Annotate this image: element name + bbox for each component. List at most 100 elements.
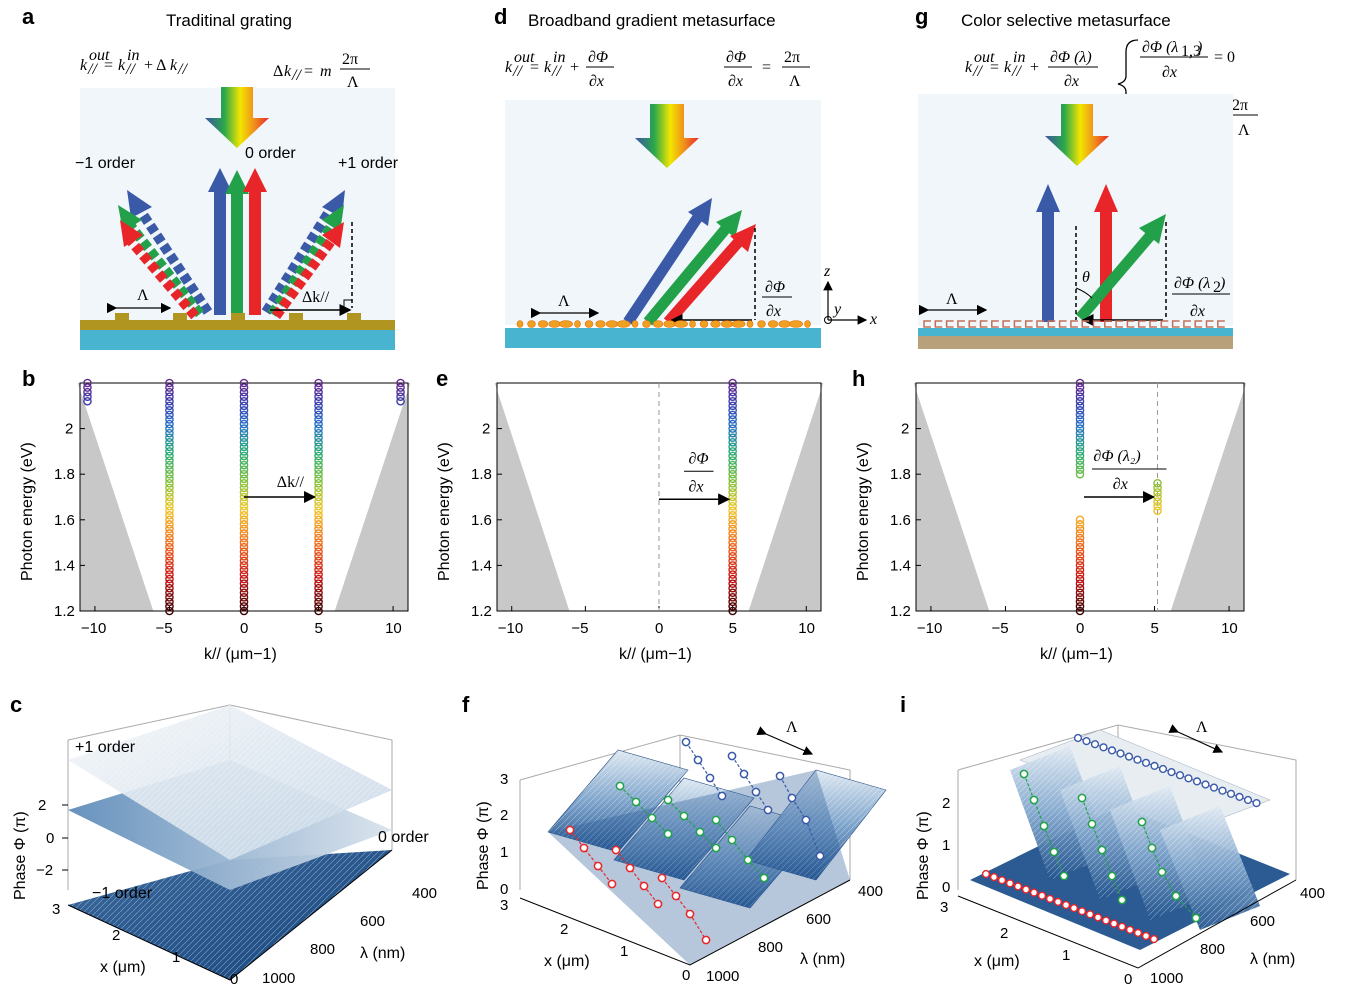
mode-point — [165, 378, 174, 388]
svg-text:λ (nm): λ (nm) — [360, 945, 405, 962]
mode-point — [165, 538, 174, 547]
svg-text:k: k — [170, 57, 178, 74]
c-antenna — [968, 320, 977, 328]
mode-point — [728, 583, 737, 593]
mode-point — [165, 387, 174, 397]
mode-point — [314, 410, 323, 420]
phase-point — [663, 795, 673, 805]
y-tick-label: 2 — [482, 421, 490, 438]
mode-point — [728, 469, 737, 479]
mode-point — [728, 538, 737, 547]
mode-point — [314, 483, 323, 493]
nano-antenna — [720, 320, 733, 328]
svg-text://: // — [1011, 63, 1022, 80]
green-point — [1019, 769, 1029, 779]
mode-point — [314, 451, 323, 461]
c-antenna — [979, 320, 988, 328]
mode-point — [728, 574, 737, 584]
mode-point — [165, 547, 174, 557]
mode-point — [165, 465, 174, 474]
mode-point — [239, 570, 249, 579]
svg-text:=: = — [530, 59, 539, 76]
mode-point — [165, 479, 174, 488]
svg-text:Phase Φ (π): Phase Φ (π) — [915, 811, 932, 900]
axes-c: 2 0 −2 Phase Φ (π) 3 2 1 0 x (μm) 400 60… — [12, 797, 437, 987]
mode-point — [239, 515, 249, 525]
svg-text:=: = — [762, 59, 771, 76]
phase-trace — [619, 785, 669, 835]
nano-antenna — [631, 320, 639, 328]
red-point — [1061, 900, 1071, 910]
svg-text:800: 800 — [1200, 941, 1225, 958]
svg-text:k: k — [1004, 59, 1012, 76]
mode-point — [314, 597, 323, 607]
mode-point — [314, 378, 323, 388]
mode-point — [239, 547, 249, 557]
mode-point — [83, 387, 92, 397]
mode-point — [239, 483, 249, 493]
mode-point — [165, 424, 174, 433]
mode-point — [314, 501, 323, 511]
mode-point — [728, 533, 737, 543]
phase-trace — [615, 849, 659, 905]
nano-antenna — [710, 320, 721, 328]
grad-label-g: ∂Φ (λ 2) ∂x — [1172, 275, 1230, 320]
mode-point — [1075, 378, 1085, 388]
mode-point — [239, 460, 249, 470]
mode-point — [314, 506, 323, 515]
mode-point — [239, 428, 249, 438]
substrate-g — [918, 328, 1233, 336]
axes-f: 0 1 2 3 Phase Φ (π) 3 2 1 0 x (μm) 400 6… — [475, 771, 883, 985]
incident-light-arrow — [205, 87, 269, 148]
svg-text:out: out — [89, 47, 110, 64]
mode-point — [165, 447, 174, 456]
panel-g: g Color selective metasurface k//out = k… — [915, 4, 1258, 349]
phase-point — [693, 755, 703, 765]
mode-point — [314, 570, 323, 579]
y-tick-label: 1.4 — [890, 557, 911, 574]
mode-point — [1075, 606, 1085, 616]
annotation-h: ∂Φ (λ₂) — [1093, 448, 1140, 465]
mode-point — [1075, 396, 1085, 406]
mode-point — [165, 565, 174, 575]
mode-point — [165, 588, 174, 598]
nano-antenna — [789, 320, 803, 328]
plot-b: b −10 −5 0 5 10 1.2 1.4 1.6 1.8 2 k// (μm−1) Photon… — [19, 366, 411, 663]
mirror-layer-g — [918, 336, 1233, 349]
phase-point — [751, 787, 761, 797]
mode-point — [165, 401, 174, 411]
mode-point — [239, 447, 249, 456]
mode-point — [1075, 588, 1085, 598]
x-tick-label: 10 — [798, 620, 815, 637]
svg-text:2π: 2π — [342, 51, 358, 68]
mode-point — [1075, 593, 1085, 602]
mode-point — [314, 565, 323, 575]
mode-point — [728, 424, 737, 433]
blue-point — [1218, 786, 1227, 795]
phase-point — [815, 851, 825, 861]
equation-d2: ∂Φ ∂x = 2π Λ — [724, 49, 810, 90]
panel-label-i: i — [900, 692, 906, 717]
svg-text:400: 400 — [858, 883, 883, 900]
mode-point — [165, 602, 174, 611]
mode-point — [239, 465, 249, 474]
phase-point — [611, 845, 621, 855]
mode-point — [1075, 437, 1085, 447]
selective-phase-surface — [970, 729, 1290, 950]
mode-point — [728, 479, 737, 488]
blue-point — [1184, 774, 1193, 783]
annotation-e-den: ∂x — [688, 478, 703, 495]
grad-label-d: ∂Φ ∂x — [762, 279, 792, 320]
mode-point — [239, 510, 249, 520]
svg-text:k: k — [544, 59, 552, 76]
mode-point — [165, 593, 174, 602]
mode-point — [314, 520, 323, 529]
phase-point — [657, 873, 667, 883]
svg-text:400: 400 — [1300, 885, 1325, 902]
period-label-d: Λ — [558, 293, 570, 310]
phase-point — [705, 773, 715, 783]
mode-point — [1075, 551, 1085, 561]
surface-mesh — [548, 750, 688, 852]
mode-point — [728, 551, 737, 561]
